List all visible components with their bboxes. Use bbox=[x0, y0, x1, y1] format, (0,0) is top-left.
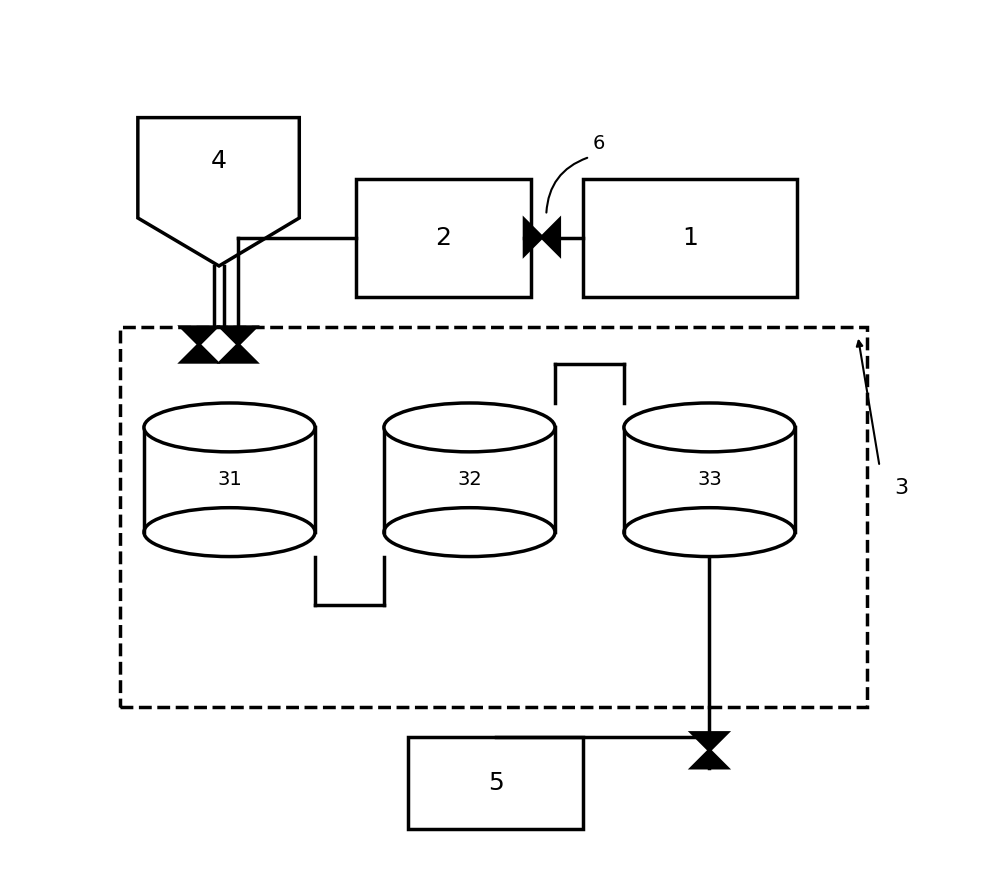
Ellipse shape bbox=[624, 403, 795, 452]
Text: 3: 3 bbox=[894, 478, 908, 499]
Polygon shape bbox=[221, 344, 256, 362]
Bar bbox=[120, 327, 867, 707]
Bar bbox=[408, 737, 583, 829]
Ellipse shape bbox=[384, 403, 555, 452]
Text: 6: 6 bbox=[592, 134, 605, 153]
Polygon shape bbox=[221, 327, 256, 344]
Polygon shape bbox=[692, 733, 727, 751]
Text: 33: 33 bbox=[697, 470, 722, 489]
Text: 31: 31 bbox=[217, 470, 242, 489]
Polygon shape bbox=[181, 344, 216, 362]
Polygon shape bbox=[692, 751, 727, 767]
Polygon shape bbox=[524, 219, 542, 255]
Text: 1: 1 bbox=[682, 226, 698, 249]
Text: 2: 2 bbox=[435, 226, 451, 249]
Text: 5: 5 bbox=[488, 771, 504, 795]
Ellipse shape bbox=[144, 403, 315, 452]
Text: 32: 32 bbox=[457, 470, 482, 489]
Polygon shape bbox=[181, 327, 216, 344]
Text: 4: 4 bbox=[211, 149, 227, 174]
Bar bbox=[356, 179, 531, 297]
Bar bbox=[583, 179, 797, 297]
Polygon shape bbox=[542, 219, 559, 255]
